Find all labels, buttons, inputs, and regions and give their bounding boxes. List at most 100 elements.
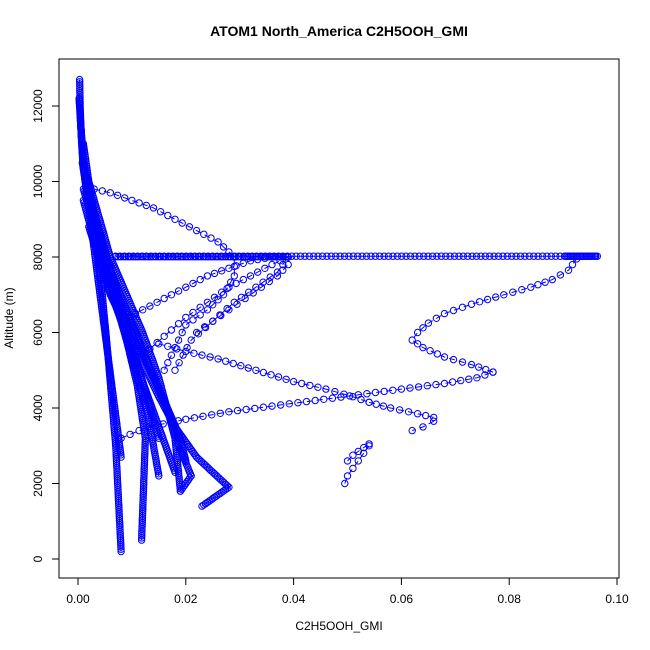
leg-point	[384, 252, 393, 260]
excursion-point	[227, 278, 235, 286]
leg-point	[468, 252, 476, 260]
leg-point	[464, 252, 472, 260]
excursion-point	[458, 303, 467, 311]
excursion-point	[189, 308, 197, 317]
excursion-point	[251, 404, 259, 413]
leg-point	[345, 252, 353, 260]
leg-core-point	[214, 253, 222, 261]
x-axis-label: C2H5OOH_GMI	[295, 619, 382, 633]
excursion-point	[182, 321, 190, 329]
x-axis: 0.00 0.02 0.04 0.06 0.08 0.10	[66, 577, 629, 606]
excursion-point	[331, 387, 339, 396]
excursion-point	[372, 400, 380, 408]
x-tick-label: 0.06	[390, 592, 414, 606]
excursion-point	[151, 421, 160, 430]
leg-core-point	[207, 253, 215, 261]
excursion-point	[218, 288, 226, 296]
excursion-point	[380, 387, 388, 396]
profile-point	[155, 393, 163, 401]
leg-point	[393, 252, 401, 260]
excursion-point	[117, 317, 125, 325]
profile-point	[117, 545, 125, 553]
leg-core-point	[274, 253, 282, 261]
excursion-point	[252, 366, 260, 374]
excursion-point	[209, 317, 217, 325]
excursion-point	[422, 411, 430, 420]
excursion-point	[203, 306, 212, 314]
excursion-point	[164, 342, 172, 350]
excursion-point	[216, 311, 224, 319]
leg-point	[362, 252, 371, 260]
excursion-point	[449, 306, 458, 315]
excursion-point	[277, 401, 285, 409]
excursion-point	[178, 219, 186, 227]
excursion-line	[94, 188, 235, 371]
leg-core-point	[204, 253, 212, 261]
leg-core-point	[184, 253, 192, 261]
excursion-point	[230, 298, 239, 306]
leg-point	[538, 252, 547, 260]
leg-core-point	[169, 253, 177, 261]
leg-core-point	[119, 253, 127, 261]
excursion-point	[489, 368, 497, 376]
excursion-line	[411, 258, 578, 373]
excursion-point	[279, 260, 287, 269]
leg-point	[490, 252, 498, 260]
excursion-point	[232, 279, 240, 288]
excursion-point	[232, 262, 240, 270]
excursion-point	[175, 359, 183, 367]
leg-core-point	[179, 253, 187, 261]
profile-point	[117, 543, 125, 551]
leg-point	[314, 252, 322, 260]
leg-core-point	[212, 253, 220, 261]
leg-core-point	[232, 253, 240, 261]
excursion-point	[171, 366, 179, 374]
y-tick-label: 10000	[31, 164, 45, 198]
excursion-point	[206, 353, 214, 361]
excursion-point	[196, 275, 204, 284]
excursion-point	[182, 415, 190, 423]
excursion-point	[187, 336, 195, 344]
leg-point	[494, 252, 503, 260]
profile-line	[85, 173, 160, 439]
excursion-point	[274, 373, 283, 381]
excursion-point	[207, 234, 215, 242]
leg-core-point	[142, 253, 150, 261]
excursion-point	[135, 426, 143, 435]
leg-point	[318, 252, 327, 260]
x-tick-label: 0.02	[174, 592, 198, 606]
excursion-point	[360, 443, 368, 452]
excursion-point	[174, 287, 183, 295]
excursion-point	[124, 313, 133, 322]
leg-point	[450, 252, 459, 260]
leg-core-point	[202, 253, 210, 261]
excursion-point	[298, 379, 306, 388]
excursion-point	[189, 279, 197, 288]
excursion-point	[135, 199, 143, 207]
excursion-point	[90, 185, 98, 193]
profile-point	[138, 532, 146, 540]
leg-core-point	[162, 253, 170, 261]
leg-core-point	[149, 253, 157, 261]
excursion-point	[568, 260, 577, 269]
profile-point	[165, 411, 173, 420]
x-tick-label: 0.08	[498, 592, 522, 606]
excursion-point	[302, 397, 311, 406]
excursion-point	[365, 442, 373, 450]
excursion-point	[167, 418, 175, 426]
excursion-point	[126, 430, 134, 439]
leg-point	[433, 252, 441, 260]
excursion-point	[214, 355, 222, 363]
excursion-point	[185, 223, 194, 231]
leg-point	[367, 252, 375, 260]
excursion-point	[500, 291, 508, 299]
leg-point	[437, 252, 445, 260]
excursion-point	[167, 326, 176, 334]
excursion-point	[222, 357, 230, 365]
excursion-point	[203, 272, 212, 280]
leg-core-point	[147, 253, 155, 261]
leg-point	[296, 252, 305, 260]
excursion-point	[289, 377, 298, 386]
leg-point	[380, 252, 388, 260]
excursion-point	[306, 381, 314, 390]
